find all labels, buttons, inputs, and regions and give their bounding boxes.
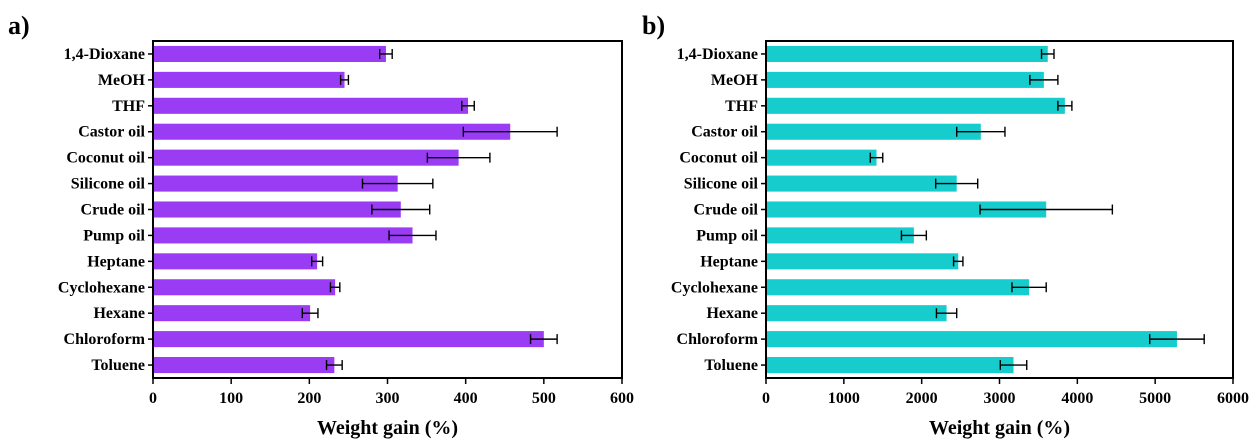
bar	[766, 331, 1177, 348]
bar	[766, 45, 1048, 62]
bar	[153, 45, 386, 62]
bar	[153, 227, 413, 244]
bar	[153, 357, 335, 374]
bar	[153, 331, 544, 348]
bar	[766, 227, 914, 244]
x-tick-label: 300	[376, 390, 400, 407]
bar	[766, 305, 947, 322]
x-tick-label: 3000	[984, 390, 1016, 407]
category-label: Castor oil	[78, 124, 145, 141]
bar	[153, 175, 398, 192]
category-label: Crude oil	[694, 202, 759, 219]
x-tick-label: 4000	[1061, 390, 1093, 407]
category-label: 1,4-Dioxane	[677, 46, 758, 63]
x-tick-label: 100	[219, 390, 243, 407]
bar	[766, 97, 1065, 114]
x-tick-label: 200	[297, 390, 321, 407]
bar	[766, 175, 957, 192]
category-label: Pump oil	[696, 227, 758, 244]
category-label: Heptane	[700, 253, 758, 270]
x-tick-label: 500	[532, 390, 556, 407]
bar	[766, 149, 877, 166]
category-label: Pump oil	[83, 227, 145, 244]
category-label: 1,4-Dioxane	[64, 46, 145, 63]
bar	[766, 253, 959, 270]
category-label: Crude oil	[81, 202, 146, 219]
panel-label: b)	[642, 11, 665, 40]
x-axis-title: Weight gain (%)	[929, 417, 1070, 439]
category-label: Chloroform	[677, 331, 759, 348]
category-label: Hexane	[93, 305, 145, 322]
category-label: Chloroform	[64, 331, 146, 348]
category-label: Coconut oil	[66, 150, 145, 167]
x-axis-title: Weight gain (%)	[317, 417, 458, 439]
category-label: Silicone oil	[684, 176, 759, 193]
x-tick-label: 1000	[828, 390, 860, 407]
x-tick-label: 0	[149, 390, 157, 407]
x-tick-label: 6000	[1217, 390, 1249, 407]
category-label: Silicone oil	[71, 176, 146, 193]
category-label: Hexane	[706, 305, 758, 322]
bar	[153, 305, 311, 322]
category-label: MeOH	[98, 72, 146, 89]
category-label: THF	[725, 98, 758, 115]
category-label: Toluene	[704, 357, 758, 374]
x-tick-label: 400	[454, 390, 478, 407]
bar	[766, 279, 1030, 296]
category-label: Cyclohexane	[671, 279, 758, 296]
bar	[153, 71, 345, 88]
category-label: Heptane	[87, 253, 145, 270]
category-label: Toluene	[91, 357, 145, 374]
bar	[766, 71, 1044, 88]
category-label: THF	[112, 98, 145, 115]
x-tick-label: 2000	[906, 390, 938, 407]
bar	[153, 149, 459, 166]
category-label: Castor oil	[691, 124, 758, 141]
bar	[153, 253, 318, 270]
bar	[153, 97, 469, 114]
bar	[153, 279, 336, 296]
x-tick-label: 5000	[1139, 390, 1171, 407]
bar	[766, 357, 1014, 374]
category-label: MeOH	[711, 72, 759, 89]
category-label: Cyclohexane	[58, 279, 145, 296]
bar	[766, 201, 1047, 218]
bar	[153, 201, 401, 218]
chart-panel-b: b) 1,4-Dioxane MeOH THF Castor oil Coconut oi…	[642, 11, 1249, 439]
x-tick-label: 0	[762, 390, 770, 407]
category-label: Coconut oil	[679, 150, 758, 167]
chart-panel-a: a) 1,4-Dioxane MeOH THF Castor oil Coconut oi…	[8, 11, 634, 439]
bar	[766, 123, 981, 140]
bar	[153, 123, 511, 140]
panel-label: a)	[8, 11, 30, 40]
x-tick-label: 600	[610, 390, 634, 407]
